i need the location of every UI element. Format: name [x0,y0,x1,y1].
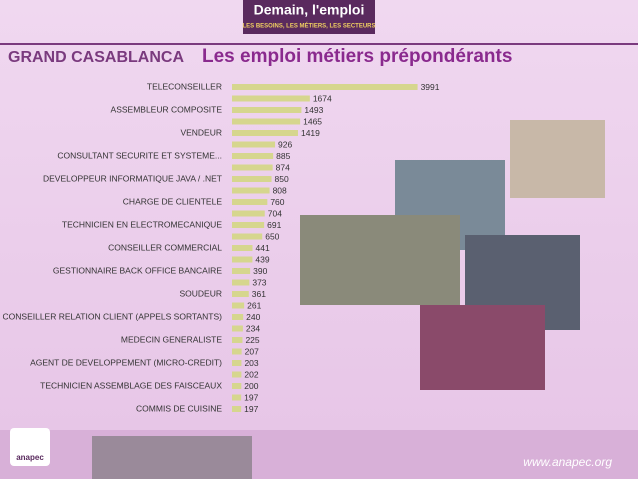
value-label: 225 [245,335,259,345]
value-label: 691 [267,220,281,230]
y-tick-label: SOUDEUR [179,288,222,298]
bar [232,176,272,182]
value-label: 203 [244,358,258,368]
y-tick-label: MEDECIN GENERALISTE [121,334,222,344]
value-label: 361 [252,289,266,299]
y-tick-label: TELECONSEILLER [147,81,222,91]
value-label: 441 [256,243,270,253]
value-label: 202 [244,369,258,379]
tagline: LES BESOINS, LES MÉTIERS, LES SECTEURS [242,22,375,30]
photo [300,215,460,305]
bar [232,394,242,401]
bar [232,337,243,343]
value-label: 240 [246,312,260,322]
value-label: 760 [270,197,284,207]
value-label: 885 [276,151,290,161]
bar [232,107,302,113]
region: GRAND CASABLANCA [8,49,184,66]
value-label: 197 [244,404,258,414]
bar [232,187,270,194]
bar [232,153,274,159]
bar [232,233,263,240]
value-label: 439 [255,254,269,264]
bar [232,245,253,251]
bar [232,118,301,125]
bar [232,95,310,102]
bar [232,141,276,148]
value-label: 3991 [421,82,440,92]
bar [232,130,298,136]
y-tick-label: TECHNICIEN EN ELECTROMECANIQUE [62,219,222,229]
logo-box [10,428,50,466]
y-tick-label: CONSEILLER COMMERCIAL [108,242,222,252]
bar [232,84,418,90]
footer-photos [92,436,252,479]
y-tick-label: TECHNICIEN ASSEMBLAGE DES FAISCEAUX [40,380,222,390]
value-label: 261 [247,300,261,310]
bar [232,348,242,355]
value-label: 234 [246,323,260,333]
y-tick-label: CHARGE DE CLIENTELE [123,196,223,206]
value-label: 1465 [303,116,322,126]
bar [232,199,268,205]
bar [232,256,253,263]
value-label: 197 [244,392,258,402]
url: www.anapec.org [523,455,612,469]
bar [232,279,250,286]
value-label: 207 [245,346,259,356]
y-tick-label: VENDEUR [180,127,222,137]
bar [232,302,245,309]
bar [232,371,242,378]
y-tick-label: GESTIONNAIRE BACK OFFICE BANCAIRE [53,265,222,275]
value-label: 926 [278,139,292,149]
photo [420,305,545,390]
y-tick-label: DEVELOPPEUR INFORMATIQUE JAVA / .NET [43,173,222,183]
bar [232,268,251,274]
y-tick-label: AGENT DE DEVELOPPEMENT (MICRO-CREDIT) [30,357,222,367]
y-tick-label: CONSULTANT SECURITE ET SYSTEME... [57,150,222,160]
header-box [243,0,375,34]
chart-title: Les emploi métiers prépondérants [202,46,512,67]
bar [232,164,273,171]
y-tick-label: COMMIS DE CUISINE [136,403,222,413]
bar [232,383,242,389]
bar [232,314,244,320]
value-label: 390 [253,266,267,276]
bar [232,222,265,228]
brand: Demain, l'emploi [254,2,365,18]
value-label: 1493 [304,105,323,115]
bar [232,406,242,412]
value-label: 704 [268,208,282,218]
bar [232,210,265,217]
y-tick-label: CONSEILLER RELATION CLIENT (APPELS SORTA… [3,311,223,321]
bar [232,291,249,297]
y-tick-label: ASSEMBLEUR COMPOSITE [111,104,223,114]
value-label: 874 [276,162,290,172]
value-label: 200 [244,381,258,391]
bar [232,325,243,332]
value-label: 1419 [301,128,320,138]
value-label: 373 [252,277,266,287]
logo: anapec [16,453,44,462]
photo [510,120,605,198]
bar [232,360,242,366]
value-label: 850 [275,174,289,184]
value-label: 650 [265,231,279,241]
value-label: 808 [273,185,287,195]
value-label: 1674 [313,93,332,103]
